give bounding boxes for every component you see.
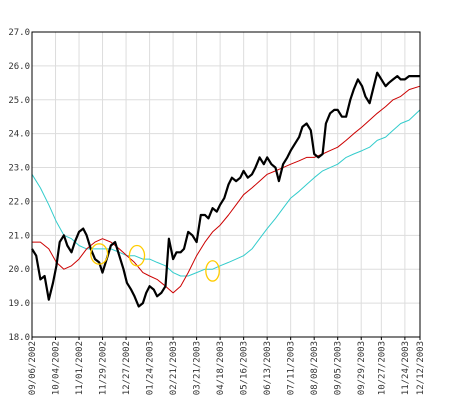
y-tick-label: 20.0 (8, 265, 30, 275)
y-axis-ticks: 18.0 19.0 20.0 21.0 22.0 23.0 24.0 25.0 26.0 27.0 (8, 28, 30, 343)
x-tick-label: 10/27/2003 (377, 341, 387, 395)
x-tick-label: 09/29/2003 (357, 341, 367, 395)
x-tick-label: 10/04/2002 (52, 341, 62, 395)
x-tick-label: 12/27/2002 (122, 341, 132, 395)
gridlines (31, 31, 421, 338)
x-tick-label: 11/24/2003 (401, 341, 411, 395)
x-tick-label: 04/18/2003 (216, 341, 226, 395)
y-tick-label: 25.0 (8, 96, 30, 106)
highlight-ellipses (90, 243, 220, 282)
y-tick-label: 24.0 (8, 130, 30, 140)
y-tick-label: 22.0 (8, 197, 30, 207)
long-moving-average-line (31, 109, 421, 277)
x-tick-label: 03/21/2003 (193, 341, 203, 395)
x-tick-label: 11/01/2002 (75, 341, 85, 395)
y-tick-label: 27.0 (8, 28, 30, 38)
y-tick-label: 19.0 (8, 299, 30, 309)
highlight-ellipse (205, 260, 220, 282)
series-lines (31, 71, 421, 308)
highlight-ellipse (90, 243, 109, 265)
x-tick-label: 02/21/2003 (169, 341, 179, 395)
x-tick-label: 12/12/2003 (416, 341, 426, 395)
short-moving-average-line (32, 85, 421, 294)
x-tick-label: 09/05/2003 (334, 341, 344, 395)
y-tick-label: 23.0 (8, 164, 30, 174)
x-tick-label: 07/11/2003 (287, 341, 297, 395)
x-tick-label: 11/29/2002 (99, 341, 109, 395)
y-tick-label: 21.0 (8, 231, 30, 241)
x-tick-label: 01/24/2003 (146, 341, 156, 395)
highlight-ellipse (128, 244, 146, 267)
plot-frame (31, 31, 421, 338)
x-tick-label: 06/13/2003 (263, 341, 273, 395)
x-tick-label: 08/08/2003 (310, 341, 320, 395)
x-axis-ticks: 09/06/2002 10/04/2002 11/01/2002 11/29/2002… (28, 337, 426, 395)
price-line (31, 71, 420, 308)
x-tick-label: 05/16/2003 (240, 341, 250, 395)
y-tick-label: 18.0 (8, 333, 30, 343)
x-tick-label: 09/06/2002 (28, 341, 38, 395)
y-tick-label: 26.0 (8, 62, 30, 72)
